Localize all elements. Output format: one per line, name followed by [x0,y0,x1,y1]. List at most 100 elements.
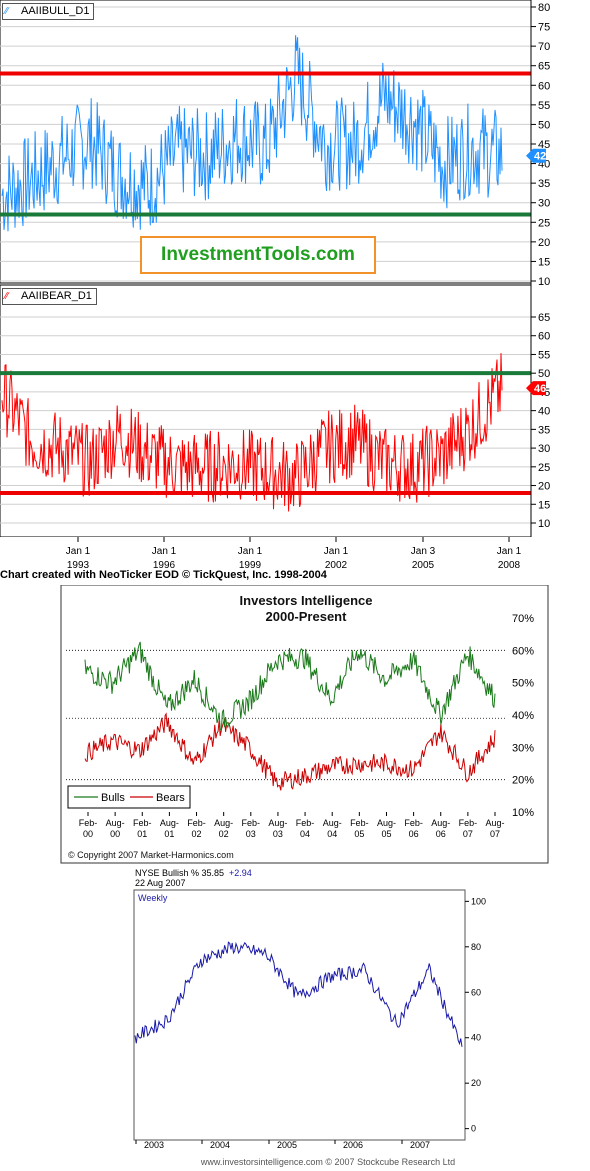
y-tick-label: 80 [471,942,481,952]
y-tick-label: 25 [538,462,550,474]
y-tick-label: 60 [538,331,550,343]
x-tick-year: 02 [192,829,202,839]
bull-panel-tag[interactable]: ⁄⁄ AAIIBULL_D1 [2,3,95,20]
y-tick-label: 0 [471,1124,476,1134]
line-series-icon: ⁄⁄ [5,291,9,302]
y-tick-label: 100 [471,896,486,906]
ii-legend-box [67,785,191,809]
bear-series-line [1,353,503,512]
legend-bulls-label: Bulls [101,792,125,804]
y-tick-label: 40 [538,406,550,418]
ii-chart-subtitle: 2000-Present [266,609,348,624]
ii-x-axis: Feb-00Aug-00Feb-01Aug-01Feb-02Aug-02Feb-… [79,812,505,839]
ii-legend: Bulls Bears [67,785,191,809]
x-tick-year: 00 [110,829,120,839]
nyse-footer: www.investorsintelligence.com © 2007 Sto… [200,1157,455,1167]
x-tick-month: Jan 1 [66,546,91,557]
x-tick-label: 2007 [410,1140,430,1150]
x-tick-label: 2005 [277,1140,297,1150]
x-tick-year: 1993 [67,560,90,571]
x-tick-month: Aug- [268,818,287,828]
x-tick-label: 2004 [210,1140,230,1150]
x-tick-month: Feb- [79,818,98,828]
y-tick-label: 10 [538,518,550,530]
y-tick-label: 20 [471,1078,481,1088]
y-tick-label: 35 [538,424,550,436]
bear-last-value-badge [526,381,546,396]
x-tick-month: Feb- [187,818,206,828]
y-tick-label: 75 [538,22,550,34]
y-tick-label: 65 [538,312,550,324]
x-tick-label: 2006 [343,1140,363,1150]
x-tick-year: 04 [300,829,310,839]
y-tick-label: 50 [538,368,550,380]
nyse-plot-frame [133,889,466,1141]
bear-panel-tag[interactable]: ⁄⁄ AAIIBEAR_D1 [2,288,97,305]
y-tick-label: 15 [538,256,550,268]
y-tick-label: 20 [538,237,550,249]
x-tick-year: 03 [273,829,283,839]
bull-last-value-badge [526,148,546,163]
top-x-axis-band [0,537,590,569]
y-tick-label: 40 [471,1033,481,1043]
y-tick-label: 40% [512,710,534,722]
neoticker-credit: Chart created with NeoTicker EOD © TickQ… [0,569,327,581]
bull-last-value-marker: 42 [526,148,546,163]
x-tick-month: Aug- [485,818,504,828]
top-x-axis: Jan 1 1993 Jan 1 1996 Jan 1 1999 Jan 1 2002 Jan … [66,537,522,571]
ii-bulls-line [84,641,496,733]
x-tick-month: Jan 1 [238,546,263,557]
x-tick-year: 1999 [239,560,262,571]
x-tick-month: Aug- [323,818,342,828]
x-tick-month: Feb- [404,818,423,828]
y-tick-label: 30 [538,198,550,210]
bear-last-value-marker: 46 [526,381,546,396]
nyse-y-axis: 100 80 60 40 20 0 [465,896,486,1134]
x-tick-year: 07 [490,829,500,839]
y-tick-label: 10 [538,276,550,288]
x-tick-month: Feb- [296,818,315,828]
x-tick-year: 2008 [498,560,521,571]
x-tick-month: Feb- [459,818,478,828]
y-tick-label: 25 [538,217,550,229]
y-tick-label: 50 [538,119,550,131]
y-tick-label: 50% [512,678,534,690]
y-tick-label: 35 [538,178,550,190]
ii-y-axis: 70% 60% 50% 40% 30% 20% 10% [512,613,534,819]
y-tick-label: 20% [512,775,534,787]
bull-panel-label: AAIIBULL_D1 [21,5,90,17]
bear-last-value: 46 [534,383,546,395]
bull-series-line [1,35,503,232]
x-tick-year: 01 [164,829,174,839]
line-series-icon: ⁄⁄ [5,6,9,17]
y-tick-label: 70 [538,41,550,53]
x-tick-year: 05 [381,829,391,839]
y-tick-label: 45 [538,139,550,151]
y-tick-label: 20 [538,481,550,493]
y-tick-label: 30 [538,443,550,455]
y-tick-label: 60 [538,80,550,92]
x-tick-year: 03 [246,829,256,839]
ii-chart-frame [60,585,549,864]
nyse-series-line [134,941,463,1047]
nyse-header-title: NYSE Bullish % 35.85 [135,868,224,878]
investmenttools-watermark: InvestmentTools.com [140,236,376,274]
x-tick-year: 2002 [325,560,348,571]
y-tick-label: 70% [512,613,534,625]
x-tick-year: 2005 [412,560,435,571]
investors-intelligence-chart: Investors Intelligence 2000-Present 70% 6… [60,585,549,864]
aaii-sentiment-chart: 80 75 70 65 60 55 50 45 40 35 30 25 20 15 10 42 65 60 55… [0,0,590,585]
x-tick-month: Aug- [160,818,179,828]
ii-bears-line [84,712,496,791]
x-tick-year: 06 [436,829,446,839]
nyse-bullish-percent-chart: NYSE Bullish % 35.85 +2.94 22 Aug 2007 W… [133,868,486,1167]
x-tick-year: 05 [354,829,364,839]
x-tick-month: Jan 3 [411,546,436,557]
x-tick-month: Aug- [431,818,450,828]
x-tick-month: Feb- [242,818,261,828]
y-tick-label: 65 [538,61,550,73]
x-tick-month: Feb- [350,818,369,828]
bull-last-value: 42 [534,151,546,163]
y-tick-label: 80 [538,2,550,14]
